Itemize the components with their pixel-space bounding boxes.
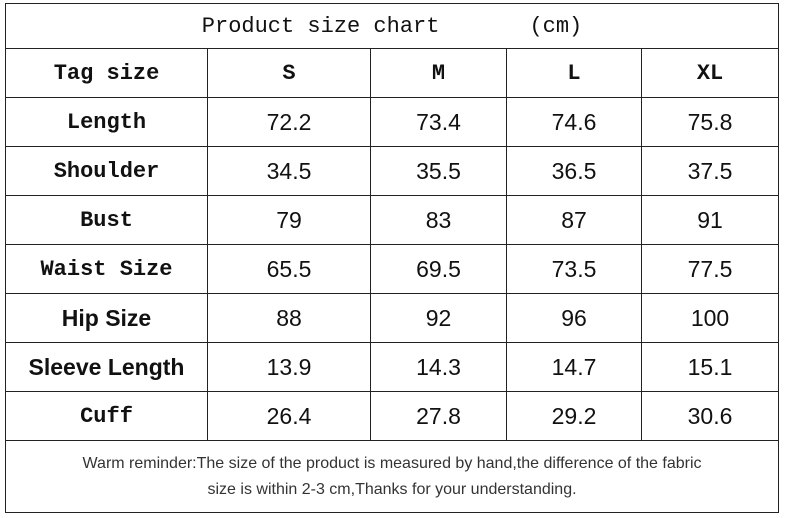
cell: 26.4: [207, 391, 371, 441]
footer-line: Warm reminder:The size of the product is…: [82, 454, 702, 472]
cell: 83: [370, 195, 507, 245]
unit: (cm): [529, 13, 583, 39]
cell: 14.3: [370, 342, 507, 392]
cell: 72.2: [207, 97, 371, 147]
title: Product size chart: [201, 13, 440, 39]
row-label: Shoulder: [5, 146, 208, 196]
data-row: Sleeve Length 13.9 14.3 14.7 15.1: [5, 342, 780, 392]
cell: 15.1: [640, 342, 780, 392]
row-label: Hip Size: [5, 293, 208, 343]
cell: 13.9: [207, 342, 371, 392]
row-label: Bust: [5, 195, 208, 245]
cell: 75.8: [640, 97, 780, 147]
cell: 79: [207, 195, 371, 245]
row-label: Sleeve Length: [5, 342, 208, 392]
column-header: L: [506, 48, 642, 98]
data-row: Hip Size 88 92 96 100: [5, 293, 780, 343]
size-table: Product size chart (cm) Tag size S M L XL Leng…: [4, 3, 780, 513]
footer-line: size is within 2-3 cm,Thanks for your un…: [207, 480, 577, 498]
cell: 14.7: [506, 342, 642, 392]
cell: 77.5: [640, 244, 780, 294]
data-row: Bust 79 83 87 91: [5, 195, 780, 245]
cell: 65.5: [207, 244, 371, 294]
data-row: Cuff 26.4 27.8 29.2 30.6: [5, 391, 780, 441]
column-header: Tag size: [5, 48, 208, 98]
cell: 37.5: [640, 146, 780, 196]
header-row: Tag size S M L XL: [5, 48, 780, 98]
cell: 74.6: [506, 97, 642, 147]
footer: Warm reminder:The size of the product is…: [4, 440, 780, 513]
row-label: Cuff: [5, 391, 208, 441]
cell: 87: [506, 195, 642, 245]
cell: 73.5: [506, 244, 642, 294]
cell: 34.5: [207, 146, 371, 196]
cell: 73.4: [370, 97, 507, 147]
cell: 100: [640, 293, 780, 343]
cell: 29.2: [506, 391, 642, 441]
cell: 91: [640, 195, 780, 245]
cell: 30.6: [640, 391, 780, 441]
data-row: Shoulder 34.5 35.5 36.5 37.5: [5, 146, 780, 196]
cell: 88: [207, 293, 371, 343]
cell: 92: [370, 293, 507, 343]
column-header: XL: [640, 48, 780, 98]
data-row: Length 72.2 73.4 74.6 75.8: [5, 97, 780, 147]
footer-row: Warm reminder:The size of the product is…: [4, 440, 780, 513]
row-label: Length: [5, 97, 208, 147]
cell: 36.5: [506, 146, 642, 196]
size-chart: Product size chart (cm) Tag size S M L XL Leng…: [4, 3, 780, 513]
cell: 35.5: [370, 146, 507, 196]
column-header: M: [370, 48, 507, 98]
row-label: Waist Size: [5, 244, 208, 294]
title-cell: Product size chart (cm): [4, 3, 780, 49]
cell: 69.5: [370, 244, 507, 294]
cell: 27.8: [370, 391, 507, 441]
column-header: S: [207, 48, 371, 98]
cell: 96: [506, 293, 642, 343]
data-row: Waist Size 65.5 69.5 73.5 77.5: [5, 244, 780, 294]
